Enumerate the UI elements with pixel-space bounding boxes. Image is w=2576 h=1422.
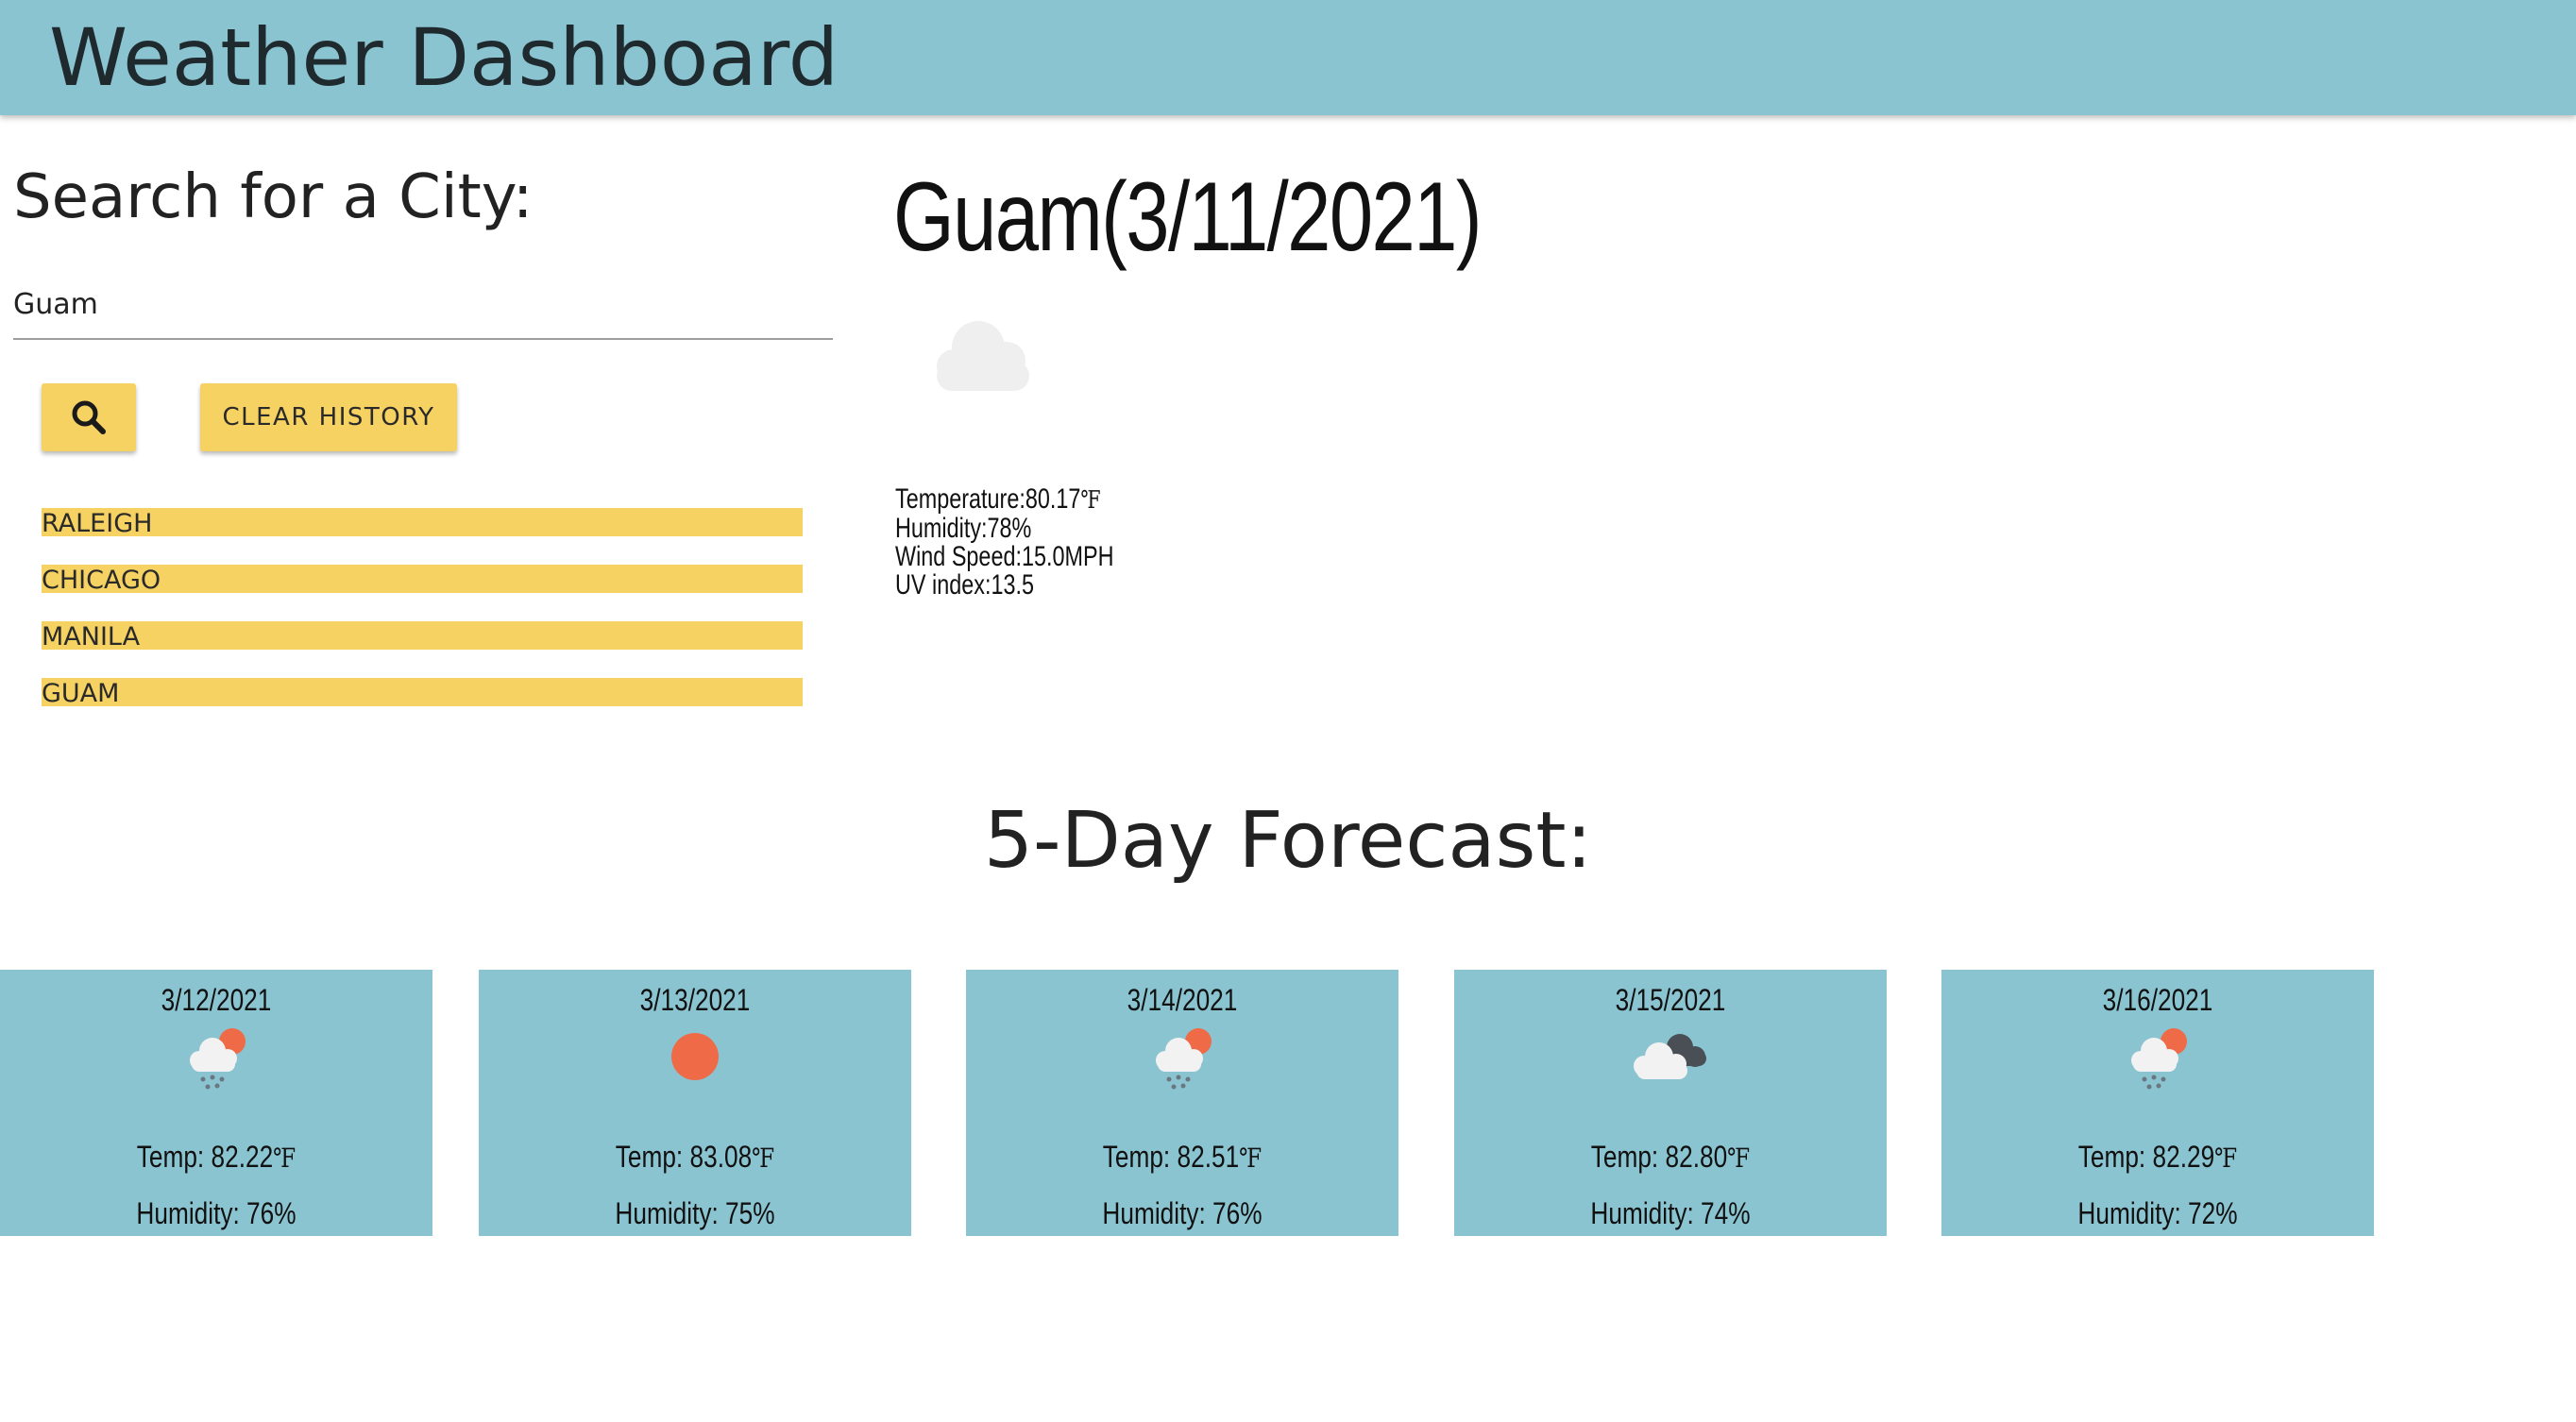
forecast-date: 3/15/2021 bbox=[1615, 983, 1726, 1017]
clear-history-button[interactable]: CLEAR HISTORY bbox=[200, 383, 457, 451]
forecast-humidity: Humidity: 76% bbox=[1102, 1196, 1263, 1230]
rain-sun-icon bbox=[1156, 1028, 1212, 1090]
history-item-raleigh[interactable]: RALEIGH bbox=[42, 508, 803, 538]
current-details: Temperature:80.17℉ Humidity:78% Wind Spe… bbox=[895, 485, 1114, 600]
search-heading: Search for a City: bbox=[13, 162, 534, 232]
forecast-date: 3/16/2021 bbox=[2102, 983, 2213, 1017]
forecast-card: 3/14/2021 Temp: 82.51℉ Humidity: 76% bbox=[966, 970, 1398, 1236]
cloud-icon bbox=[937, 321, 1029, 391]
forecast-temp: Temp: 82.80℉ bbox=[1590, 1140, 1751, 1174]
forecast-temp: Temp: 82.51℉ bbox=[1102, 1140, 1263, 1174]
broken-clouds-icon bbox=[1634, 1034, 1706, 1079]
history-item-chicago[interactable]: CHICAGO bbox=[42, 565, 803, 595]
forecast-date: 3/14/2021 bbox=[1127, 983, 1238, 1017]
forecast-date: 3/13/2021 bbox=[639, 983, 751, 1017]
current-humidity: Humidity:78% bbox=[895, 513, 1032, 544]
history-item-manila[interactable]: MANILA bbox=[42, 621, 803, 652]
forecast-card: 3/16/2021 Temp: 82.29℉ Humidity: 72% bbox=[1941, 970, 2374, 1236]
forecast-temp: Temp: 82.29℉ bbox=[2077, 1140, 2238, 1174]
search-button[interactable] bbox=[42, 383, 136, 451]
sun-icon bbox=[671, 1033, 719, 1080]
forecast-heading: 5-Day Forecast: bbox=[983, 796, 1593, 886]
history-item-guam[interactable]: GUAM bbox=[42, 678, 803, 708]
app-header: Weather Dashboard bbox=[0, 0, 2576, 115]
forecast-card: 3/15/2021 Temp: 82.80℉ Humidity: 74% bbox=[1454, 970, 1887, 1236]
city-search-input[interactable] bbox=[13, 270, 833, 340]
forecast-humidity: Humidity: 74% bbox=[1590, 1196, 1751, 1230]
search-history-list: RALEIGH CHICAGO MANILA GUAM bbox=[42, 508, 803, 735]
current-uv-index: UV index:13.5 bbox=[895, 569, 1034, 601]
current-temperature: Temperature:80.17℉ bbox=[895, 483, 1101, 516]
forecast-date: 3/12/2021 bbox=[161, 983, 272, 1017]
rain-sun-icon bbox=[190, 1028, 246, 1090]
forecast-humidity: Humidity: 72% bbox=[2077, 1196, 2238, 1230]
current-city-title: Guam(3/11/2021) bbox=[893, 162, 1483, 272]
forecast-temp: Temp: 83.08℉ bbox=[615, 1140, 775, 1174]
page-title: Weather Dashboard bbox=[49, 11, 839, 104]
forecast-humidity: Humidity: 75% bbox=[615, 1196, 775, 1230]
forecast-card: 3/13/2021 Temp: 83.08℉ Humidity: 75% bbox=[479, 970, 911, 1236]
forecast-card: 3/12/2021 Temp: 82.22℉ Humidity: 76% bbox=[0, 970, 432, 1236]
current-wind-speed: Wind Speed:15.0MPH bbox=[895, 541, 1114, 572]
forecast-temp: Temp: 82.22℉ bbox=[136, 1140, 297, 1174]
forecast-humidity: Humidity: 76% bbox=[136, 1196, 297, 1230]
rain-sun-icon bbox=[2131, 1028, 2187, 1090]
search-icon bbox=[72, 400, 106, 434]
